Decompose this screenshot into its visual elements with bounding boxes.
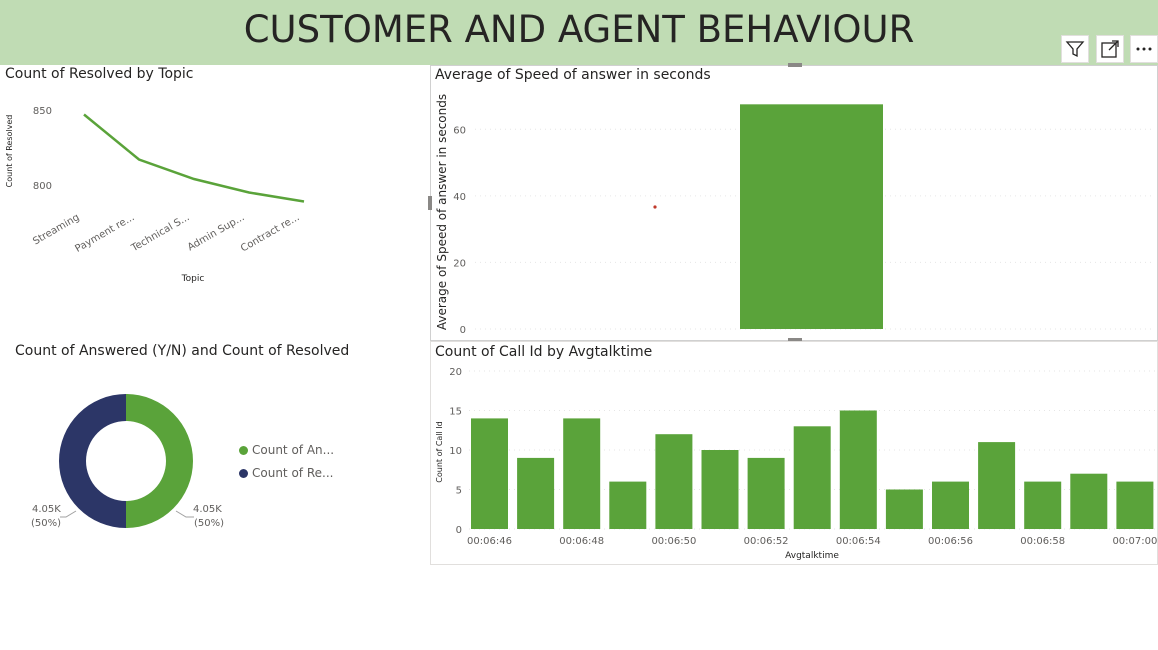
filter-icon: [1065, 41, 1085, 58]
y-tick-label: 850: [33, 106, 52, 117]
donut-chart: 4.05K (50%) 4.05K (50%): [31, 394, 224, 529]
legend-marker: [239, 469, 248, 478]
x-tick-label: Contract re...: [239, 212, 301, 254]
bar: [609, 481, 647, 529]
bar: [978, 442, 1016, 529]
slice-resolved: [59, 394, 126, 528]
bar: [517, 457, 555, 529]
chart-title: Average of Speed of answer in seconds: [435, 67, 711, 83]
y-tick-label: 60: [453, 125, 466, 136]
x-tick-label: 00:06:46: [467, 536, 512, 547]
y-tick-label: 20: [453, 258, 466, 269]
data-label-value: 4.05K: [32, 504, 61, 515]
legend-item-answered[interactable]: Count of An...: [239, 443, 334, 457]
bar: [839, 410, 877, 529]
y-tick-label: 10: [449, 446, 462, 457]
data-label-pct: (50%): [31, 518, 61, 529]
x-axis-title: Avgtalktime: [785, 551, 839, 561]
filter-button[interactable]: [1061, 35, 1089, 63]
answered-resolved-visual[interactable]: Count of Answered (Y/N) and Count of Res…: [0, 340, 420, 565]
bar: [701, 450, 739, 529]
legend-label: Count of An...: [252, 443, 335, 457]
x-tick-label: 00:06:48: [559, 536, 604, 547]
x-tick-label: 00:06:58: [1020, 536, 1065, 547]
leader-line: [175, 510, 194, 518]
y-tick-label: 20: [449, 367, 462, 378]
bar-chart: 0 5 10 15 20 Count of Call Id 00:06:46 00:06:48…: [435, 367, 1157, 561]
resize-handle[interactable]: [428, 196, 432, 210]
focus-mode-icon: [1101, 40, 1119, 58]
x-tick-label: Technical S...: [129, 212, 192, 255]
chart-title: Count of Call Id by Avgtalktime: [435, 344, 653, 360]
x-tick-label: Admin Sup...: [186, 212, 247, 253]
chart-title: Count of Resolved by Topic: [5, 66, 194, 82]
bar-chart: 0 20 40 60 Average of Speed of answer in sec…: [435, 94, 1155, 336]
x-tick-label: Streaming: [31, 212, 81, 247]
data-label-value: 4.05K: [193, 504, 222, 515]
x-tick-label: 00:07:00: [1112, 536, 1157, 547]
x-tick-label: 00:06:56: [928, 536, 973, 547]
x-tick-label: 00:06:52: [744, 536, 789, 547]
marker-dot: [653, 205, 657, 209]
bar: [740, 104, 883, 329]
bar: [932, 481, 969, 529]
bar: [885, 489, 923, 529]
y-tick-label: 0: [456, 525, 462, 536]
series-line: [83, 113, 305, 203]
x-tick-label: Payment re...: [73, 212, 136, 255]
bar: [1070, 473, 1108, 529]
y-axis-title: Average of Speed of answer in seconds: [435, 94, 449, 330]
resize-handle[interactable]: [788, 338, 802, 342]
bar: [1024, 481, 1062, 529]
resolved-by-topic-visual[interactable]: Count of Resolved by Topic 850 800 Count o…: [0, 65, 420, 335]
y-tick-label: 5: [456, 486, 462, 497]
bar: [471, 418, 508, 529]
y-tick-label: 40: [453, 192, 466, 203]
x-axis-title: Topic: [181, 274, 205, 284]
bar: [747, 457, 785, 529]
slice-answered: [126, 394, 193, 528]
resize-handle[interactable]: [788, 63, 802, 67]
bar: [563, 418, 601, 529]
speed-of-answer-visual[interactable]: Average of Speed of answer in seconds 0 2…: [428, 63, 1158, 342]
chart-title: Count of Answered (Y/N) and Count of Res…: [15, 343, 350, 359]
leader-line: [60, 510, 77, 518]
bar: [655, 434, 693, 529]
y-tick-label: 0: [460, 325, 466, 336]
y-tick-label: 800: [33, 181, 52, 192]
focus-mode-button[interactable]: [1096, 35, 1124, 63]
line-chart: 850 800 Count of Resolved StreamingPayment …: [5, 106, 305, 284]
more-options-icon: [1136, 47, 1152, 51]
bar: [1116, 481, 1154, 529]
legend-label: Count of Re...: [252, 466, 334, 480]
data-label-pct: (50%): [194, 518, 224, 529]
legend-item-resolved[interactable]: Count of Re...: [239, 466, 333, 480]
page-title: CUSTOMER AND AGENT BEHAVIOUR: [243, 8, 915, 51]
legend-marker: [239, 446, 248, 455]
x-tick-label: 00:06:54: [836, 536, 881, 547]
x-tick-label: 00:06:50: [651, 536, 696, 547]
callid-by-talktime-visual[interactable]: Count of Call Id by Avgtalktime 0 5 10 15 20…: [430, 341, 1158, 565]
bar: [793, 426, 831, 529]
y-axis-title: Count of Resolved: [5, 115, 14, 188]
more-options-button[interactable]: [1130, 35, 1158, 63]
y-axis-title: Count of Call Id: [435, 421, 444, 482]
title-banner: CUSTOMER AND AGENT BEHAVIOUR: [0, 0, 1158, 65]
y-tick-label: 15: [449, 407, 462, 418]
